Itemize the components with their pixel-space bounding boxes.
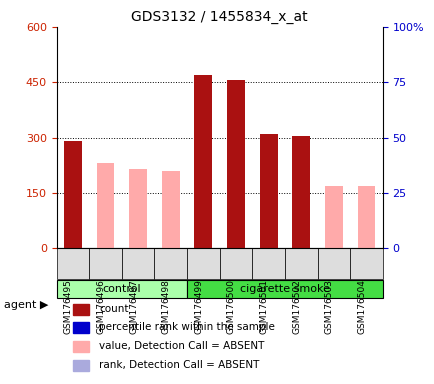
FancyBboxPatch shape bbox=[122, 248, 154, 279]
FancyBboxPatch shape bbox=[187, 248, 219, 279]
FancyBboxPatch shape bbox=[56, 248, 89, 279]
Bar bbox=[259, 134, 277, 248]
Text: GSM176503: GSM176503 bbox=[324, 279, 333, 334]
FancyBboxPatch shape bbox=[154, 248, 187, 279]
Bar bbox=[324, 185, 342, 248]
Bar bbox=[357, 185, 375, 248]
Text: control: control bbox=[102, 284, 141, 294]
Bar bbox=[73, 304, 89, 315]
FancyBboxPatch shape bbox=[56, 280, 187, 298]
Bar bbox=[73, 322, 89, 333]
FancyBboxPatch shape bbox=[219, 248, 252, 279]
FancyBboxPatch shape bbox=[284, 248, 317, 279]
FancyBboxPatch shape bbox=[89, 248, 122, 279]
Bar bbox=[227, 80, 244, 248]
FancyBboxPatch shape bbox=[187, 280, 382, 298]
Bar bbox=[73, 341, 89, 352]
Text: percentile rank within the sample: percentile rank within the sample bbox=[99, 323, 274, 333]
Text: value, Detection Call = ABSENT: value, Detection Call = ABSENT bbox=[99, 341, 264, 351]
Text: GSM176498: GSM176498 bbox=[161, 279, 170, 334]
Text: GSM176495: GSM176495 bbox=[64, 279, 73, 334]
Bar bbox=[96, 164, 114, 248]
Text: cigarette smoke: cigarette smoke bbox=[240, 284, 329, 294]
Bar bbox=[64, 141, 82, 248]
Text: GSM176499: GSM176499 bbox=[194, 279, 203, 334]
Title: GDS3132 / 1455834_x_at: GDS3132 / 1455834_x_at bbox=[131, 10, 307, 25]
Text: count: count bbox=[99, 305, 128, 314]
Text: GSM176504: GSM176504 bbox=[357, 279, 365, 334]
FancyBboxPatch shape bbox=[317, 248, 349, 279]
Text: GSM176497: GSM176497 bbox=[129, 279, 138, 334]
Text: GSM176496: GSM176496 bbox=[96, 279, 105, 334]
Bar bbox=[161, 171, 179, 248]
Text: GSM176501: GSM176501 bbox=[259, 279, 268, 334]
FancyBboxPatch shape bbox=[252, 248, 284, 279]
Text: GSM176502: GSM176502 bbox=[292, 279, 300, 334]
Text: rank, Detection Call = ABSENT: rank, Detection Call = ABSENT bbox=[99, 360, 259, 370]
Text: GSM176500: GSM176500 bbox=[227, 279, 235, 334]
FancyBboxPatch shape bbox=[349, 248, 382, 279]
Bar bbox=[73, 360, 89, 371]
Bar bbox=[194, 75, 212, 248]
Text: agent ▶: agent ▶ bbox=[4, 300, 49, 310]
Bar bbox=[292, 136, 309, 248]
Bar bbox=[129, 169, 147, 248]
